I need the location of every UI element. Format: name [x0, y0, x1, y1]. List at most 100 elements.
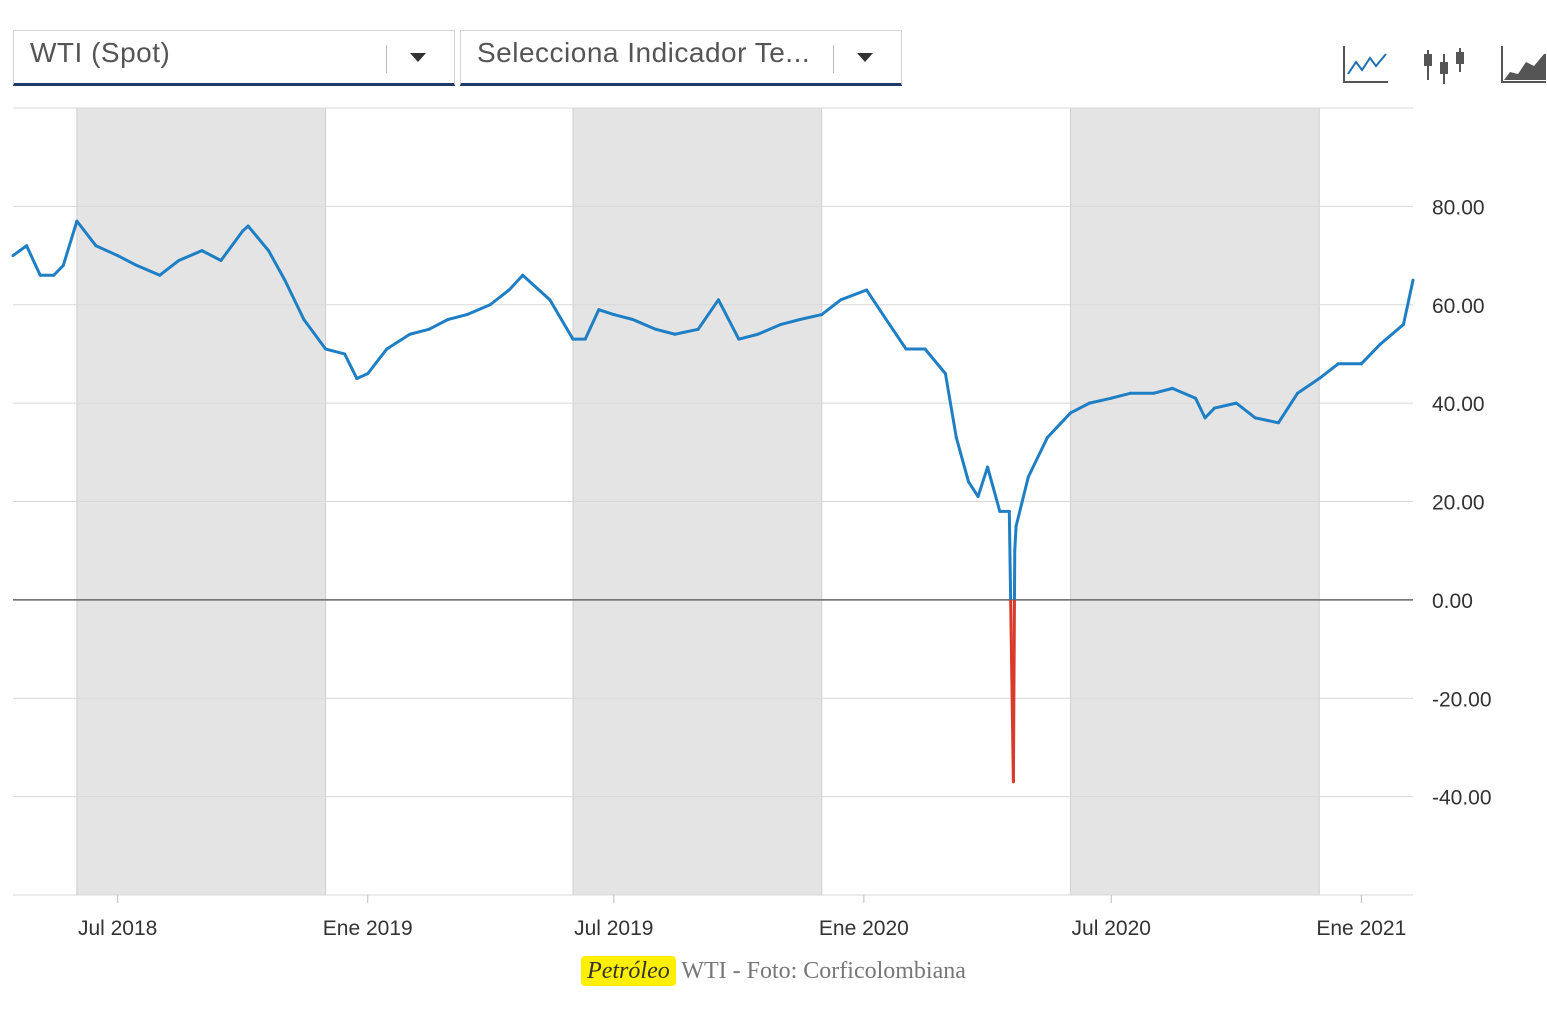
x-tick-label: Ene 2020 — [819, 917, 909, 940]
data-point — [881, 313, 885, 317]
data-point — [427, 327, 431, 331]
data-point — [366, 372, 370, 376]
data-point — [75, 219, 79, 223]
data-point — [302, 318, 306, 322]
data-point — [61, 263, 65, 267]
data-point — [241, 229, 245, 233]
data-point — [583, 337, 587, 341]
y-tick-label: 40.00 — [1432, 393, 1485, 416]
data-point — [1194, 396, 1198, 400]
y-tick-label: 80.00 — [1432, 196, 1485, 219]
data-point — [324, 347, 328, 351]
data-point — [38, 273, 42, 277]
y-tick-label: -40.00 — [1432, 787, 1492, 810]
data-point — [756, 332, 760, 336]
data-point — [1109, 396, 1113, 400]
data-point — [1026, 475, 1030, 479]
x-tick-label: Ene 2019 — [323, 917, 413, 940]
caption-keyword: Petróleo — [581, 956, 676, 986]
data-point — [798, 318, 802, 322]
data-point — [25, 244, 29, 248]
data-point — [1170, 386, 1174, 390]
data-point — [488, 303, 492, 307]
data-point — [673, 332, 677, 336]
caption-text: WTI - Foto: Corficolombiana — [681, 958, 966, 984]
y-tick-label: -20.00 — [1432, 688, 1492, 711]
image-caption: Petróleo WTI - Foto: Corficolombiana — [0, 956, 1547, 986]
area-chart-icon[interactable] — [1500, 44, 1546, 84]
data-point — [865, 288, 869, 292]
data-point — [1203, 416, 1207, 420]
data-point — [696, 327, 700, 331]
x-tick-label: Jul 2018 — [78, 917, 157, 940]
data-point — [820, 313, 824, 317]
data-point — [1213, 406, 1217, 410]
data-point — [986, 465, 990, 469]
indicator-select-value: Selecciona Indicador Te... — [477, 37, 811, 68]
data-point — [343, 352, 347, 356]
price-line-chart: 80.00 60.00 40.00 20.00 0.00 -20.00 -40.00 Jul … — [11, 107, 1492, 940]
data-point — [976, 495, 980, 499]
data-point — [923, 347, 927, 351]
data-point — [408, 332, 412, 336]
data-point — [94, 244, 98, 248]
dropdown-separator — [833, 45, 834, 73]
data-point — [779, 322, 783, 326]
data-point — [1045, 436, 1049, 440]
chevron-down-icon[interactable] — [857, 53, 873, 62]
data-point — [507, 288, 511, 292]
y-tick-label: 20.00 — [1432, 492, 1485, 515]
series-select[interactable]: WTI (Spot) — [13, 30, 455, 86]
data-point — [446, 318, 450, 322]
data-point — [571, 337, 575, 341]
data-point — [135, 263, 139, 267]
data-point — [283, 278, 287, 282]
data-point — [219, 258, 223, 262]
data-point — [1336, 362, 1340, 366]
data-point — [116, 254, 120, 258]
data-point — [967, 480, 971, 484]
data-point — [1401, 322, 1405, 326]
data-point — [521, 273, 525, 277]
x-tick-label: Jul 2020 — [1072, 917, 1151, 940]
data-point — [1295, 391, 1299, 395]
data-point — [998, 509, 1002, 513]
data-point — [737, 337, 741, 341]
data-point — [1128, 391, 1132, 395]
data-point — [1013, 549, 1017, 553]
data-point — [1234, 401, 1238, 405]
data-point — [1011, 780, 1015, 784]
data-point — [1007, 509, 1011, 513]
data-point — [1151, 391, 1155, 395]
series-select-value: WTI (Spot) — [30, 37, 171, 68]
data-point — [548, 298, 552, 302]
data-point — [597, 308, 601, 312]
data-point — [1068, 411, 1072, 415]
data-point — [1014, 524, 1018, 528]
data-point — [954, 436, 958, 440]
x-tick-label: Ene 2021 — [1316, 917, 1406, 940]
data-point — [904, 347, 908, 351]
data-point — [1088, 401, 1092, 405]
data-point — [385, 347, 389, 351]
y-tick-label: 60.00 — [1432, 295, 1485, 318]
data-point — [11, 254, 15, 258]
line-chart-icon[interactable] — [1342, 44, 1390, 84]
data-point — [1317, 377, 1321, 381]
data-point — [1359, 362, 1363, 366]
chevron-down-icon[interactable] — [410, 53, 426, 62]
data-point — [1253, 416, 1257, 420]
data-point — [1276, 421, 1280, 425]
data-point — [654, 327, 658, 331]
data-point — [1378, 342, 1382, 346]
data-point — [267, 249, 271, 253]
data-point — [631, 318, 635, 322]
data-point — [943, 372, 947, 376]
data-point — [465, 313, 469, 317]
data-point — [839, 298, 843, 302]
data-point — [177, 258, 181, 262]
series-line-negative — [1011, 599, 1016, 782]
x-tick-label: Jul 2019 — [574, 917, 653, 940]
indicator-select[interactable]: Selecciona Indicador Te... — [460, 30, 902, 86]
candlestick-chart-icon[interactable] — [1420, 44, 1470, 84]
